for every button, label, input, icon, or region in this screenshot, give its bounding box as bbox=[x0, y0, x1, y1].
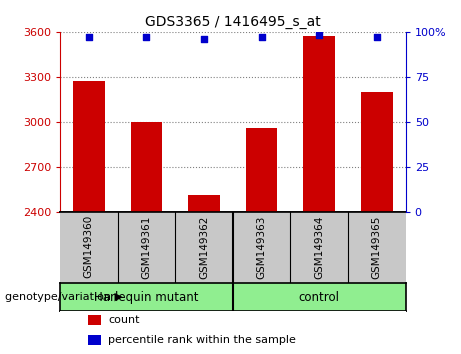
Text: genotype/variation ▶: genotype/variation ▶ bbox=[5, 292, 123, 302]
Bar bbox=[88, 335, 101, 344]
Bar bbox=[130, 122, 162, 212]
Bar bbox=[303, 36, 335, 212]
Text: GSM149362: GSM149362 bbox=[199, 215, 209, 279]
Point bbox=[315, 33, 323, 38]
Text: GSM149363: GSM149363 bbox=[257, 215, 266, 279]
Text: control: control bbox=[299, 291, 340, 304]
Text: GSM149364: GSM149364 bbox=[314, 215, 324, 279]
Point bbox=[85, 34, 92, 40]
Text: count: count bbox=[108, 315, 140, 325]
Text: percentile rank within the sample: percentile rank within the sample bbox=[108, 335, 296, 345]
Text: GSM149360: GSM149360 bbox=[84, 215, 94, 279]
Text: GSM149361: GSM149361 bbox=[142, 215, 151, 279]
Point bbox=[373, 34, 381, 40]
Bar bbox=[88, 315, 101, 325]
Text: Harlequin mutant: Harlequin mutant bbox=[94, 291, 199, 304]
Text: GSM149365: GSM149365 bbox=[372, 215, 382, 279]
Point bbox=[258, 34, 266, 40]
Title: GDS3365 / 1416495_s_at: GDS3365 / 1416495_s_at bbox=[145, 16, 321, 29]
Bar bbox=[246, 128, 278, 212]
Bar bbox=[73, 81, 105, 212]
Bar bbox=[188, 195, 220, 212]
Point bbox=[200, 36, 207, 42]
Point bbox=[142, 34, 150, 40]
Bar bbox=[361, 92, 393, 212]
